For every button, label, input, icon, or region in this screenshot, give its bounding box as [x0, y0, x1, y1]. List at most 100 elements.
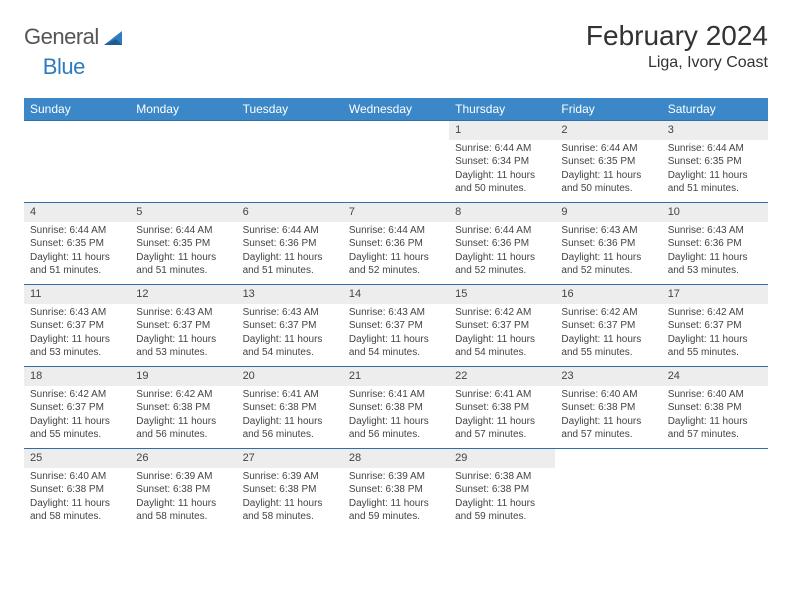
sunset-line: Sunset: 6:37 PM [136, 319, 230, 333]
sunrise-line: Sunrise: 6:44 AM [455, 142, 549, 156]
calendar-day-cell: 25Sunrise: 6:40 AMSunset: 6:38 PMDayligh… [24, 449, 130, 531]
calendar-day-cell: 1Sunrise: 6:44 AMSunset: 6:34 PMDaylight… [449, 121, 555, 203]
day-details: Sunrise: 6:42 AMSunset: 6:37 PMDaylight:… [555, 306, 661, 360]
sunrise-line: Sunrise: 6:42 AM [561, 306, 655, 320]
daylight-line: Daylight: 11 hours and 58 minutes. [243, 497, 337, 524]
daylight-line: Daylight: 11 hours and 53 minutes. [668, 251, 762, 278]
calendar-table: SundayMondayTuesdayWednesdayThursdayFrid… [24, 98, 768, 531]
sunrise-line: Sunrise: 6:42 AM [136, 388, 230, 402]
sunrise-line: Sunrise: 6:41 AM [243, 388, 337, 402]
day-number: 21 [343, 367, 449, 386]
calendar-week-row: 4Sunrise: 6:44 AMSunset: 6:35 PMDaylight… [24, 203, 768, 285]
sunset-line: Sunset: 6:37 PM [30, 401, 124, 415]
day-number: 13 [237, 285, 343, 304]
sunrise-line: Sunrise: 6:40 AM [561, 388, 655, 402]
day-details: Sunrise: 6:40 AMSunset: 6:38 PMDaylight:… [24, 470, 130, 524]
calendar-day-cell [237, 121, 343, 203]
day-number: 8 [449, 203, 555, 222]
sunrise-line: Sunrise: 6:43 AM [243, 306, 337, 320]
daylight-line: Daylight: 11 hours and 57 minutes. [668, 415, 762, 442]
calendar-day-cell: 7 Sunrise: 6:44 AMSunset: 6:36 PMDaylight… [343, 203, 449, 285]
sunrise-line: Sunrise: 6:39 AM [243, 470, 337, 484]
sunrise-line: Sunrise: 6:44 AM [243, 224, 337, 238]
calendar-day-cell: 29Sunrise: 6:38 AMSunset: 6:38 PMDayligh… [449, 449, 555, 531]
sunset-line: Sunset: 6:37 PM [349, 319, 443, 333]
day-number: 5 [130, 203, 236, 222]
calendar-day-cell: 6Sunrise: 6:44 AMSunset: 6:36 PMDaylight… [237, 203, 343, 285]
sunset-line: Sunset: 6:38 PM [136, 401, 230, 415]
daylight-line: Daylight: 11 hours and 53 minutes. [30, 333, 124, 360]
day-details: Sunrise: 6:42 AMSunset: 6:37 PMDaylight:… [24, 388, 130, 442]
sunrise-line: Sunrise: 6:43 AM [30, 306, 124, 320]
daylight-line: Daylight: 11 hours and 56 minutes. [243, 415, 337, 442]
day-details: Sunrise: 6:44 AMSunset: 6:35 PMDaylight:… [662, 142, 768, 196]
sunset-line: Sunset: 6:38 PM [349, 401, 443, 415]
sunrise-line: Sunrise: 6:43 AM [136, 306, 230, 320]
logo-text-general: General [24, 24, 99, 50]
sunrise-line: Sunrise: 6:42 AM [30, 388, 124, 402]
sunrise-line: Sunrise: 6:38 AM [455, 470, 549, 484]
day-number: 9 [555, 203, 661, 222]
daylight-line: Daylight: 11 hours and 54 minutes. [455, 333, 549, 360]
sunset-line: Sunset: 6:37 PM [561, 319, 655, 333]
sunrise-line: Sunrise: 6:41 AM [349, 388, 443, 402]
sunrise-line: Sunrise: 6:40 AM [668, 388, 762, 402]
calendar-day-cell: 4 Sunrise: 6:44 AMSunset: 6:35 PMDaylight… [24, 203, 130, 285]
calendar-day-cell: 13Sunrise: 6:43 AMSunset: 6:37 PMDayligh… [237, 285, 343, 367]
sunrise-line: Sunrise: 6:39 AM [349, 470, 443, 484]
daylight-line: Daylight: 11 hours and 58 minutes. [30, 497, 124, 524]
daylight-line: Daylight: 11 hours and 55 minutes. [668, 333, 762, 360]
calendar-header-cell: Friday [555, 98, 661, 121]
calendar-header-cell: Saturday [662, 98, 768, 121]
calendar-day-cell [130, 121, 236, 203]
sunset-line: Sunset: 6:38 PM [561, 401, 655, 415]
calendar-body: 1Sunrise: 6:44 AMSunset: 6:34 PMDaylight… [24, 121, 768, 531]
calendar-day-cell: 17 Sunrise: 6:42 AMSunset: 6:37 PMDayligh… [662, 285, 768, 367]
calendar-day-cell: 9Sunrise: 6:43 AMSunset: 6:36 PMDaylight… [555, 203, 661, 285]
sunrise-line: Sunrise: 6:41 AM [455, 388, 549, 402]
sunrise-line: Sunrise: 6:42 AM [668, 306, 762, 320]
day-number: 26 [130, 449, 236, 468]
sunrise-line: Sunrise: 6:42 AM [455, 306, 549, 320]
logo-text-blue: Blue [43, 54, 85, 80]
daylight-line: Daylight: 11 hours and 52 minutes. [349, 251, 443, 278]
daylight-line: Daylight: 11 hours and 56 minutes. [136, 415, 230, 442]
calendar-day-cell [555, 449, 661, 531]
calendar-day-cell: 3 Sunrise: 6:44 AMSunset: 6:35 PMDaylight… [662, 121, 768, 203]
calendar-day-cell: 16Sunrise: 6:42 AMSunset: 6:37 PMDayligh… [555, 285, 661, 367]
calendar-day-cell: 28Sunrise: 6:39 AMSunset: 6:38 PMDayligh… [343, 449, 449, 531]
day-number: 22 [449, 367, 555, 386]
day-details: Sunrise: 6:44 AMSunset: 6:35 PMDaylight:… [24, 224, 130, 278]
day-number: 4 [24, 203, 130, 222]
sunrise-line: Sunrise: 6:44 AM [136, 224, 230, 238]
day-number: 27 [237, 449, 343, 468]
sunset-line: Sunset: 6:36 PM [561, 237, 655, 251]
sunset-line: Sunset: 6:37 PM [455, 319, 549, 333]
day-details: Sunrise: 6:43 AMSunset: 6:36 PMDaylight:… [662, 224, 768, 278]
calendar-day-cell: 15Sunrise: 6:42 AMSunset: 6:37 PMDayligh… [449, 285, 555, 367]
calendar-day-cell: 5 Sunrise: 6:44 AMSunset: 6:35 PMDaylight… [130, 203, 236, 285]
calendar-week-row: 18Sunrise: 6:42 AMSunset: 6:37 PMDayligh… [24, 367, 768, 449]
day-details: Sunrise: 6:44 AMSunset: 6:36 PMDaylight:… [237, 224, 343, 278]
sunset-line: Sunset: 6:35 PM [668, 155, 762, 169]
sunrise-line: Sunrise: 6:43 AM [668, 224, 762, 238]
day-details: Sunrise: 6:41 AMSunset: 6:38 PMDaylight:… [237, 388, 343, 442]
calendar-day-cell: 10 Sunrise: 6:43 AMSunset: 6:36 PMDayligh… [662, 203, 768, 285]
day-details: Sunrise: 6:42 AMSunset: 6:37 PMDaylight:… [662, 306, 768, 360]
sunrise-line: Sunrise: 6:43 AM [349, 306, 443, 320]
day-number: 7 [343, 203, 449, 222]
day-details: Sunrise: 6:44 AMSunset: 6:36 PMDaylight:… [343, 224, 449, 278]
daylight-line: Daylight: 11 hours and 50 minutes. [561, 169, 655, 196]
day-details: Sunrise: 6:44 AMSunset: 6:35 PMDaylight:… [130, 224, 236, 278]
sunset-line: Sunset: 6:38 PM [30, 483, 124, 497]
calendar-header-row: SundayMondayTuesdayWednesdayThursdayFrid… [24, 98, 768, 121]
title-month: February 2024 [586, 20, 768, 52]
daylight-line: Daylight: 11 hours and 51 minutes. [30, 251, 124, 278]
day-number: 17 [662, 285, 768, 304]
day-number: 10 [662, 203, 768, 222]
sunrise-line: Sunrise: 6:44 AM [349, 224, 443, 238]
day-number: 3 [662, 121, 768, 140]
daylight-line: Daylight: 11 hours and 52 minutes. [561, 251, 655, 278]
sunrise-line: Sunrise: 6:44 AM [668, 142, 762, 156]
calendar-day-cell: 12Sunrise: 6:43 AMSunset: 6:37 PMDayligh… [130, 285, 236, 367]
